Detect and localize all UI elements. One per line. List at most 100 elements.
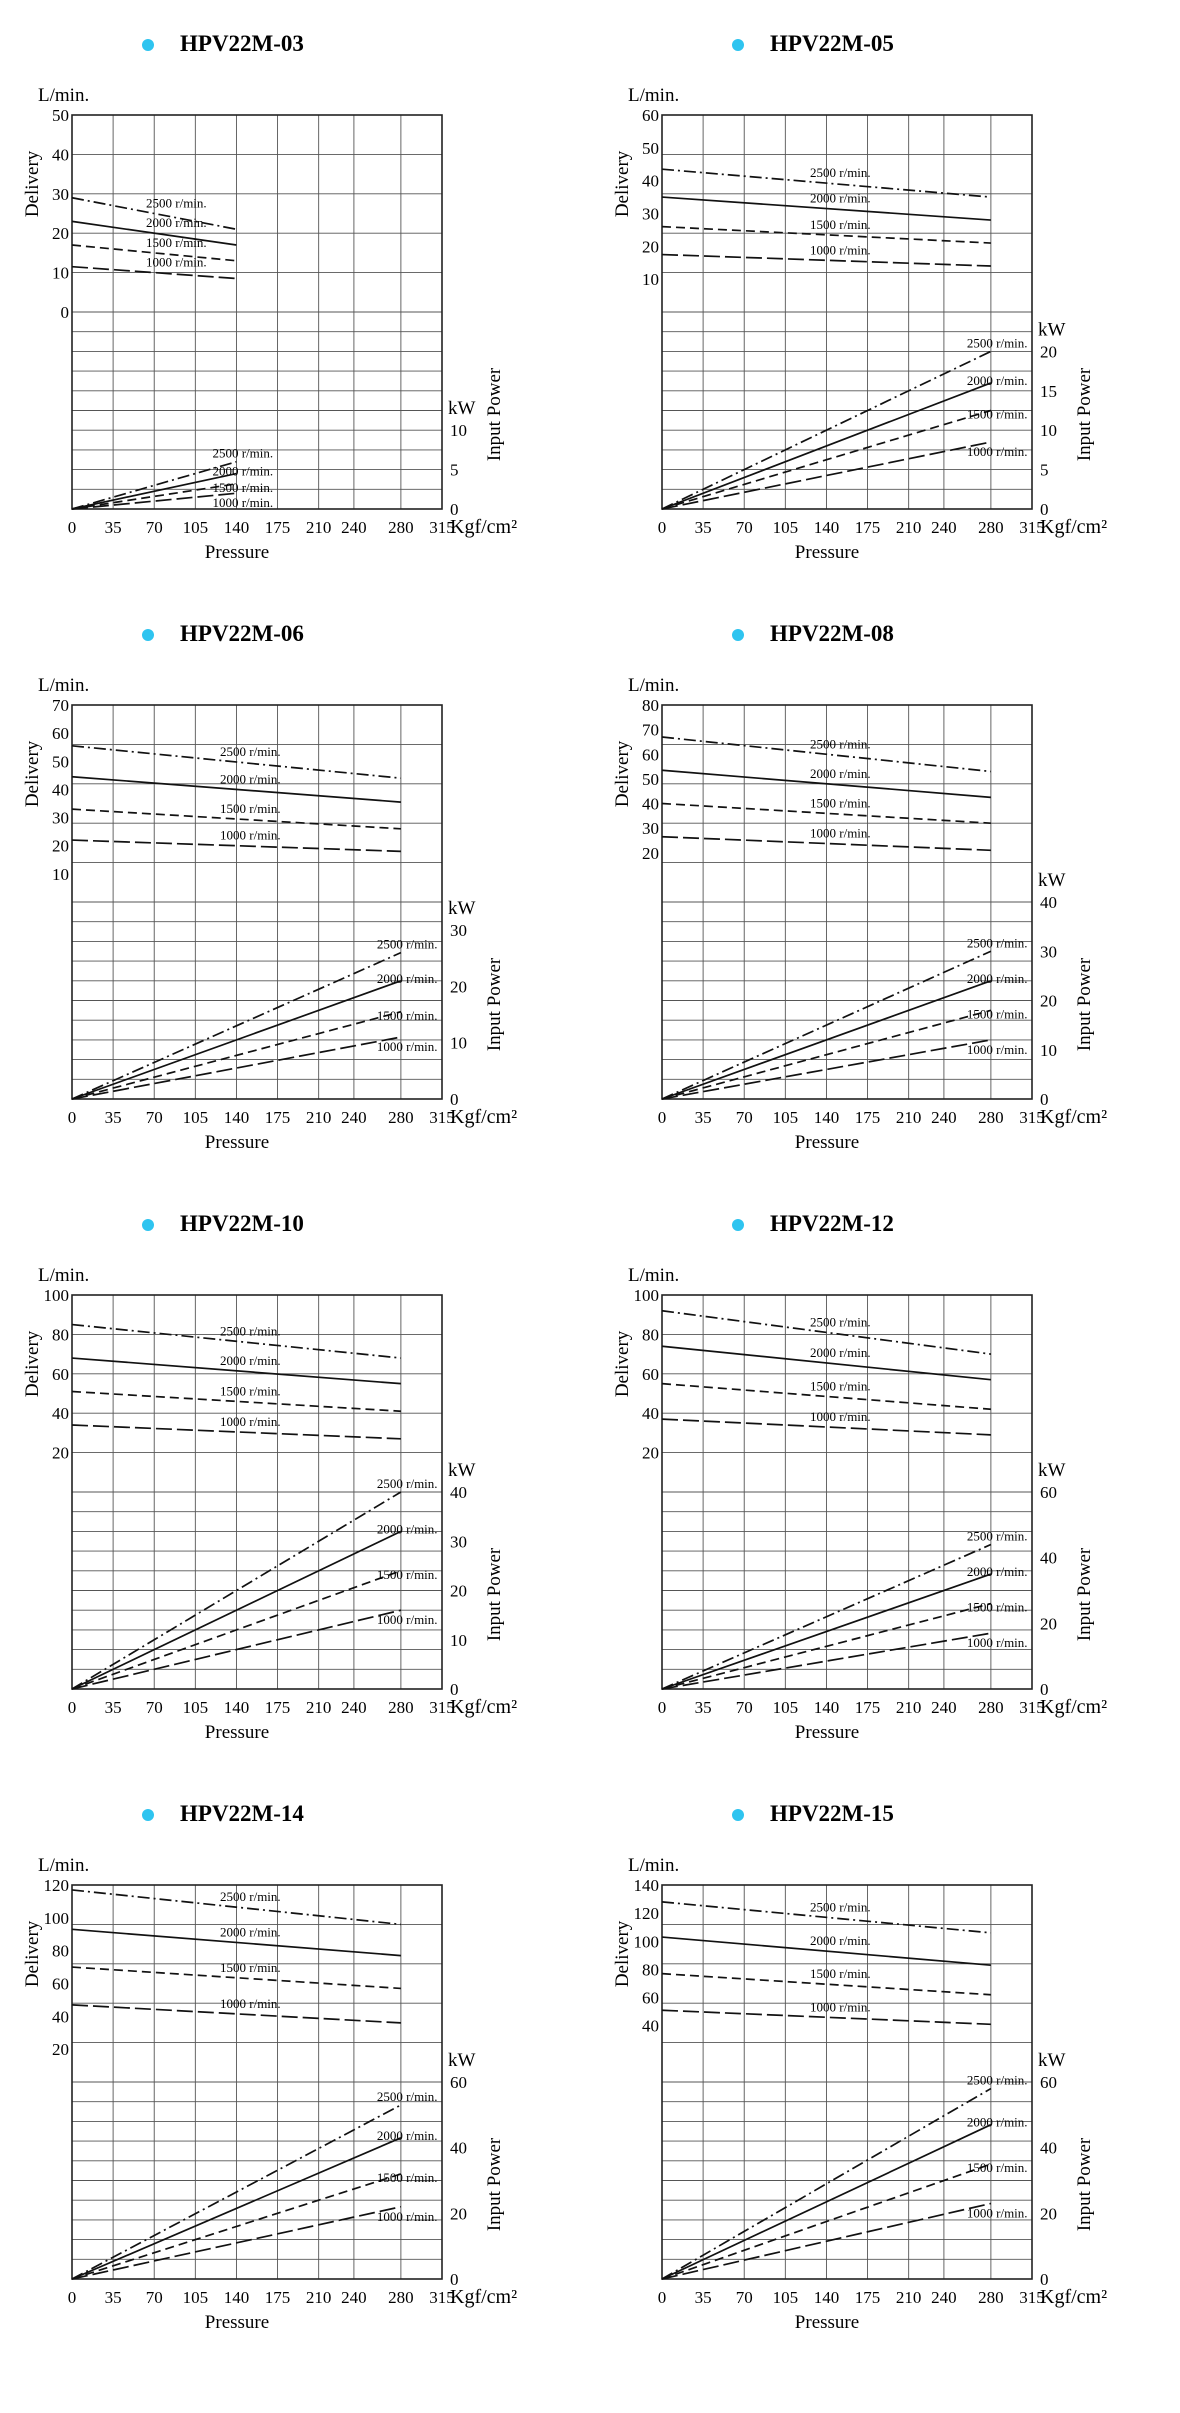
y-axis-label-power: Input Power (484, 367, 505, 461)
y-tick-label-power: 20 (1040, 1614, 1057, 1633)
bullet-icon (142, 629, 154, 641)
x-tick-label: 70 (146, 518, 163, 537)
x-tick-label: 105 (773, 2288, 799, 2307)
x-tick-label: 175 (265, 1108, 291, 1127)
delivery-line (71, 2003, 401, 2024)
y-tick-label-delivery: 80 (642, 696, 659, 715)
y-tick-label-delivery: 60 (642, 745, 659, 764)
delivery-series-label: 2000 r/min. (810, 191, 871, 206)
y-tick-label-delivery: 40 (642, 2017, 659, 2036)
power-line (71, 1570, 402, 1690)
delivery-line (661, 1972, 991, 1996)
x-axis-label: Pressure (205, 1132, 269, 1153)
power-line (661, 382, 992, 510)
x-tick-label: 140 (224, 2288, 250, 2307)
power-line (71, 1010, 402, 1100)
plot-frame (661, 114, 1033, 510)
y-tick-label-delivery: 40 (52, 2007, 69, 2026)
power-line (71, 460, 237, 510)
y-tick-label-delivery: 30 (642, 205, 659, 224)
y-tick-label-power: 60 (1040, 2073, 1057, 2092)
y-unit-power: kW (448, 2050, 476, 2071)
delivery-line (661, 168, 991, 198)
y-tick-label-delivery: 50 (642, 139, 659, 158)
y-axis-label-power: Input Power (484, 1547, 505, 1641)
y-tick-label-power: 10 (1040, 421, 1057, 440)
x-tick-label: 210 (306, 1698, 332, 1717)
y-tick-label-power: 40 (1040, 1549, 1057, 1568)
y-tick-label-power: 20 (450, 2204, 467, 2223)
x-tick-label: 210 (896, 2288, 922, 2307)
x-tick-label: 105 (773, 1698, 799, 1717)
x-tick-label: 0 (68, 1698, 77, 1717)
y-tick-label-delivery: 30 (52, 809, 69, 828)
x-tick-label: 240 (931, 518, 957, 537)
x-tick-label: 175 (265, 1698, 291, 1717)
y-tick-label-power: 40 (1040, 893, 1057, 912)
x-tick-label: 70 (146, 1108, 163, 1127)
y-tick-label-power: 0 (450, 2270, 459, 2289)
delivery-series-label: 1500 r/min. (810, 1378, 871, 1393)
delivery-series-label: 1000 r/min. (220, 1414, 281, 1429)
y-tick-label-delivery: 100 (44, 1286, 70, 1305)
delivery-series-label: 2000 r/min. (220, 771, 281, 786)
y-tick-label-power: 10 (450, 1631, 467, 1650)
x-tick-label: 35 (695, 518, 712, 537)
power-series-label: 2500 r/min. (212, 446, 273, 461)
delivery-line (661, 196, 991, 221)
y-tick-label-delivery: 60 (642, 106, 659, 125)
x-tick-label: 175 (855, 2288, 881, 2307)
power-series-label: 1500 r/min. (967, 407, 1028, 422)
plot-frame (71, 704, 443, 1100)
delivery-line (661, 253, 991, 267)
delivery-series-label: 1500 r/min. (810, 795, 871, 810)
y-tick-label-delivery: 10 (52, 865, 69, 884)
x-tick-label: 140 (224, 518, 250, 537)
x-tick-label: 240 (931, 2288, 957, 2307)
x-tick-label: 315 (1019, 2288, 1045, 2307)
y-tick-label-power: 5 (1040, 461, 1049, 480)
y-axis-label-power: Input Power (1074, 2137, 1095, 2231)
x-tick-label: 0 (68, 2288, 77, 2307)
y-tick-label-delivery: 80 (642, 1325, 659, 1344)
y-tick-label-delivery: 40 (52, 780, 69, 799)
power-series-label: 1500 r/min. (967, 1600, 1028, 1615)
x-tick-label: 280 (388, 518, 414, 537)
x-tick-label: 280 (388, 2288, 414, 2307)
delivery-line (71, 775, 401, 803)
y-tick-label-delivery: 40 (642, 795, 659, 814)
delivery-line (71, 1323, 401, 1359)
x-tick-label: 210 (896, 1698, 922, 1717)
x-axis-label: Pressure (795, 542, 859, 563)
power-series-label: 2000 r/min. (967, 1564, 1028, 1579)
power-line (661, 2087, 992, 2280)
power-line (71, 1036, 402, 1100)
delivery-line (661, 2009, 991, 2026)
y-axis-label-delivery: Delivery (612, 150, 633, 217)
delivery-line (661, 1382, 991, 1411)
power-series-label: 1000 r/min. (967, 444, 1028, 459)
delivery-series-label: 1500 r/min. (220, 1960, 281, 1975)
delivery-line (71, 1357, 401, 1385)
delivery-line (661, 802, 991, 825)
delivery-series-label: 2000 r/min. (810, 1345, 871, 1360)
y-unit-delivery: L/min. (628, 1855, 679, 1876)
y-unit-power: kW (1038, 2050, 1066, 2071)
power-series-label: 1500 r/min. (377, 1567, 438, 1582)
delivery-series-label: 2000 r/min. (220, 1924, 281, 1939)
delivery-series-label: 1500 r/min. (810, 1966, 871, 1981)
x-tick-label: 280 (978, 1108, 1004, 1127)
chart-title: HPV22M-08 (770, 621, 894, 646)
power-series-label: 2000 r/min. (967, 2115, 1028, 2130)
x-tick-label: 140 (814, 518, 840, 537)
power-series-label: 2000 r/min. (212, 464, 273, 479)
chart-panel: HPV22M-10 0 35 70 105 140 175 210 240 280 315 Kgf/c… (2, 1183, 592, 1783)
plot-frame (661, 704, 1033, 1100)
x-tick-label: 240 (931, 1698, 957, 1717)
y-tick-label-delivery: 80 (52, 1325, 69, 1344)
x-tick-label: 35 (695, 1108, 712, 1127)
x-unit-label: Kgf/cm² (1040, 1696, 1107, 1718)
power-series-label: 2500 r/min. (967, 2073, 1028, 2088)
bullet-icon (142, 1219, 154, 1231)
power-series-label: 1500 r/min. (967, 1006, 1028, 1021)
